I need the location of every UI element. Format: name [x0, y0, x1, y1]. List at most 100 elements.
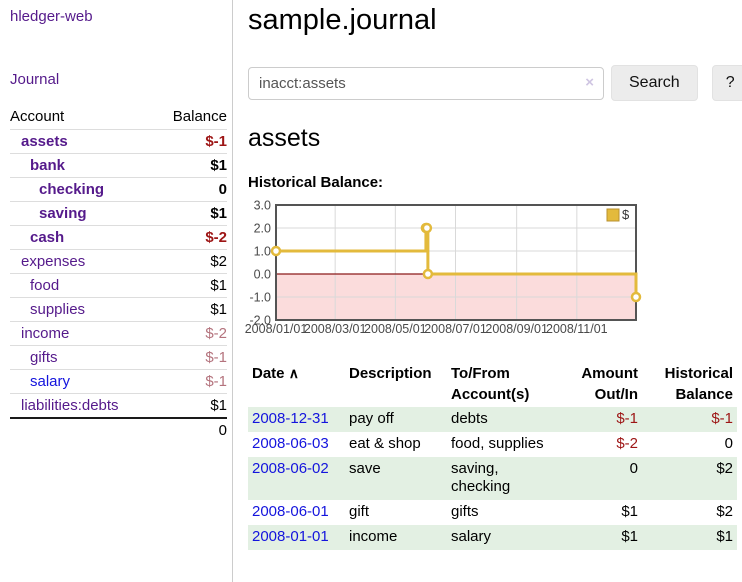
search-input[interactable] — [248, 66, 604, 100]
transaction-accounts: food, supplies — [451, 434, 544, 452]
register-header-amount: Amount Out/In — [581, 365, 638, 403]
account-balance: $1 — [154, 297, 227, 322]
svg-text:2008/11/01: 2008/11/01 — [546, 322, 608, 336]
svg-text:2.0: 2.0 — [254, 222, 271, 236]
accounts-total-row: 0 — [10, 417, 227, 442]
transaction-amount: $1 — [621, 503, 638, 520]
register-header-date[interactable]: Date ∧ — [252, 365, 299, 382]
account-row-liabilities-debts: liabilities:debts $1 — [10, 393, 227, 418]
svg-text:2008/05/01: 2008/05/01 — [364, 322, 427, 336]
account-link-supplies[interactable]: supplies — [30, 301, 86, 318]
search-form: × Search ? — [248, 65, 742, 101]
account-row-bank: bank $1 — [10, 153, 227, 178]
account-balance: $-2 — [154, 225, 227, 250]
sidebar-item-journal[interactable]: Journal — [10, 71, 60, 88]
app-title-link[interactable]: hledger-web — [10, 8, 93, 25]
account-row-expenses: expenses $2 — [10, 249, 227, 274]
transaction-accounts: debts — [451, 410, 488, 427]
svg-text:2008/01/01: 2008/01/01 — [245, 322, 308, 336]
main-content: sample.journal × Search ? assets Histori… — [233, 0, 742, 582]
svg-text:-2.0: -2.0 — [249, 314, 271, 328]
account-link-cash[interactable]: cash — [30, 229, 65, 246]
register-row: 2008-12-31 pay off debts $-1 $-1 — [248, 407, 737, 432]
account-row-assets: assets $-1 — [10, 129, 227, 154]
register-row: 2008-06-01 gift gifts $1 $2 — [248, 500, 737, 525]
search-box: × — [248, 66, 604, 100]
transaction-accounts: salary — [451, 527, 492, 545]
svg-text:0.0: 0.0 — [254, 268, 271, 282]
account-link-gifts[interactable]: gifts — [30, 349, 58, 366]
account-balance: $1 — [154, 201, 227, 226]
balance-chart-svg: $3.0 2.0 1.0 0.0 -1.0 -2.02008/01/012008/03/0… — [245, 199, 642, 336]
svg-text:2008/03/01: 2008/03/01 — [304, 322, 367, 336]
register-row: 2008-06-02 save saving, checking 0 $2 — [248, 456, 737, 500]
transaction-balance: $2 — [716, 459, 733, 477]
transaction-balance: $2 — [716, 503, 733, 520]
account-heading: assets — [248, 124, 321, 152]
transaction-date-link[interactable]: 2008-01-01 — [252, 527, 329, 545]
transaction-description: income — [349, 527, 398, 545]
account-balance: $-2 — [154, 321, 227, 346]
account-balance: 0 — [154, 177, 227, 202]
transaction-date-link[interactable]: 2008-06-03 — [252, 434, 329, 452]
transaction-description: pay off — [349, 410, 394, 427]
account-row-gifts: gifts $-1 — [10, 345, 227, 370]
register-header-balance: Historical Balance — [664, 365, 733, 403]
transaction-description: eat & shop — [349, 434, 421, 452]
account-row-food: food $1 — [10, 273, 227, 298]
register-header-description: Description — [349, 365, 432, 382]
transaction-accounts: gifts — [451, 503, 479, 520]
account-link-food[interactable]: food — [30, 277, 60, 294]
account-link-checking[interactable]: checking — [39, 181, 105, 198]
transaction-date-link[interactable]: 2008-06-02 — [252, 459, 329, 477]
account-link-liabilities-debts[interactable]: liabilities:debts — [21, 397, 119, 414]
help-button[interactable]: ? — [711, 65, 742, 101]
clear-search-icon[interactable]: × — [585, 73, 594, 91]
account-balance: $-1 — [154, 369, 227, 394]
account-balance: $2 — [154, 249, 227, 274]
account-row-supplies: supplies $1 — [10, 297, 227, 322]
transaction-date-link[interactable]: 2008-06-01 — [252, 503, 329, 520]
transaction-amount: $-1 — [616, 410, 638, 427]
accounts-header-account: Account — [10, 108, 65, 125]
transaction-balance: 0 — [724, 434, 733, 452]
register-header-row: Date ∧ Description To/From Account(s) Am… — [248, 361, 737, 407]
svg-text:2008/07/01: 2008/07/01 — [424, 322, 487, 336]
account-link-bank[interactable]: bank — [30, 157, 66, 174]
transaction-accounts: saving, checking — [451, 459, 511, 496]
page-title: sample.journal — [248, 4, 437, 36]
transaction-amount: $1 — [621, 527, 638, 545]
sort-ascending-icon: ∧ — [288, 365, 299, 381]
legend-label: $ — [622, 207, 630, 222]
historical-balance-chart: $3.0 2.0 1.0 0.0 -1.0 -2.0 2008/01/01 2008/03/0… — [239, 198, 643, 340]
account-row-checking: checking 0 — [10, 177, 227, 202]
transaction-date-link[interactable]: 2008-12-31 — [252, 410, 329, 427]
account-link-saving[interactable]: saving — [39, 205, 87, 222]
accounts-total-value: 0 — [154, 417, 227, 442]
svg-text:-1.0: -1.0 — [249, 291, 271, 305]
sidebar: hledger-web Journal Account Balance asse… — [0, 0, 233, 582]
account-balance: $-1 — [154, 129, 227, 154]
transaction-amount: $-2 — [616, 434, 638, 452]
transaction-balance: $-1 — [711, 410, 733, 427]
account-balance: $1 — [154, 273, 227, 298]
search-button[interactable]: Search — [611, 65, 698, 101]
account-balance: $-1 — [154, 345, 227, 370]
account-row-saving: saving $1 — [10, 201, 227, 226]
account-balance: $1 — [154, 153, 227, 178]
transaction-description: gift — [349, 503, 370, 520]
svg-text:2008/09/01: 2008/09/01 — [485, 322, 548, 336]
accounts-table: Account Balance assets $-1 bank $1 check… — [10, 105, 227, 442]
register-row: 2008-01-01 income salary $1 $1 — [248, 524, 737, 550]
account-row-cash: cash $-2 — [10, 225, 227, 250]
account-link-expenses[interactable]: expenses — [21, 253, 86, 270]
legend-swatch — [606, 208, 620, 222]
chart-title: Historical Balance: — [248, 174, 384, 191]
transaction-description: save — [349, 459, 381, 477]
account-link-assets[interactable]: assets — [21, 133, 68, 150]
account-link-income[interactable]: income — [21, 325, 70, 342]
account-row-income: income $-2 — [10, 321, 227, 346]
account-row-salary: salary $-1 — [10, 369, 227, 394]
account-link-salary[interactable]: salary — [30, 373, 71, 390]
